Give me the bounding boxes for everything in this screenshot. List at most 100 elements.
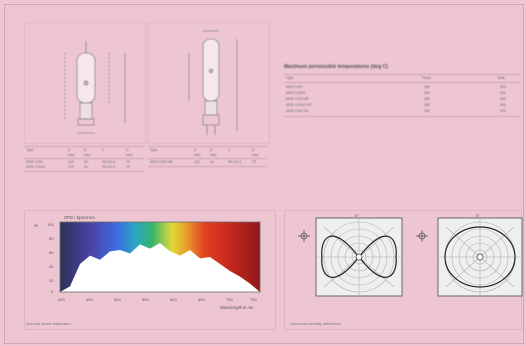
spectrum-ytick-0: 0 — [51, 289, 54, 294]
table-left-r1-d: 75 — [126, 160, 130, 164]
spectrum-ytick-40: 40 — [49, 264, 54, 269]
table-right-bottom-rule — [148, 166, 268, 167]
table-right-r1-b: 40 — [210, 160, 214, 164]
temperature-table-top-rule — [284, 74, 520, 75]
table-left-header-c: C — [102, 148, 105, 152]
table-right-r1-a: 115 — [194, 160, 200, 164]
spectrum-ytick-60: 60 — [49, 250, 54, 255]
temperature-row-4-pinch: 350 — [424, 103, 430, 107]
table-left-r1-a: 115 — [68, 160, 74, 164]
table-right-header-d: D — [252, 148, 255, 152]
temperature-row-4-bulb: 900 — [500, 103, 506, 107]
table-right-sub-d: max — [252, 153, 259, 157]
table-left-header-a: A — [68, 148, 71, 152]
table-left-r2-type: MSR 1200/2 — [26, 165, 46, 169]
spectrum-xtick-750: 750 — [250, 297, 257, 302]
polar-curve-left-b — [358, 235, 397, 278]
temperature-row-2-type: MSR 1200/2 — [286, 91, 306, 95]
table-right-header-b: B — [210, 148, 213, 152]
table-left-header-d: D — [126, 148, 129, 152]
temperature-table-bottom-rule — [284, 116, 520, 117]
temperature-row-3-type: MSR 1200 HR — [286, 97, 309, 101]
spectrum-panel — [24, 210, 276, 330]
spectrum-xtick-450: 450 — [86, 297, 93, 302]
table-left-header-type: Type — [26, 148, 34, 152]
temperature-row-5-pinch: 350 — [424, 109, 430, 113]
table-left-sub-a: max — [68, 153, 75, 157]
table-left-r1-b: 40 — [84, 160, 88, 164]
table-left-r2-c: SFc10-4 — [102, 165, 116, 169]
temperature-table-col-bulb: Bulb — [498, 76, 506, 80]
temperature-table-col-pinch: Pinch — [422, 76, 431, 80]
temperature-row-1-type: MSR 1200 — [286, 85, 303, 89]
table-right-top-rule — [148, 146, 268, 147]
table-left-top-rule — [24, 146, 144, 147]
table-left-header-b: B — [84, 148, 87, 152]
table-left-r2-a: 115 — [68, 165, 74, 169]
lamp-drawing-2-panel — [148, 22, 270, 144]
temperature-row-2-pinch: 350 — [424, 91, 430, 95]
spectrum-xtick-600: 600 — [170, 297, 177, 302]
lamp-orientation-icon-right — [416, 230, 428, 242]
temperature-row-1-pinch: 350 — [424, 85, 430, 89]
table-right-r1-type: MSR 1200 HR — [150, 160, 173, 164]
table-right-r1-d: 75 — [252, 160, 256, 164]
lamp-orientation-icon-left — [298, 230, 310, 242]
temperature-table-col-type: Type — [286, 76, 294, 80]
polar-caption: Luminous intensity distribution — [290, 322, 341, 326]
table-right-header-c: C — [228, 148, 231, 152]
polar-curve-right — [444, 226, 516, 288]
spectrum-xtick-500: 500 — [114, 297, 121, 302]
polar-center-right — [476, 253, 484, 261]
polar-label-top-left: 0° — [355, 213, 359, 218]
spectrum-xtick-400: 400 — [58, 297, 65, 302]
table-left-r2-d: 75 — [126, 165, 130, 169]
table-right-r1-c: SFc10-4 — [228, 160, 242, 164]
temperature-table: Maximum permissible temperatures (deg C)… — [284, 64, 520, 144]
spectrum-ylabel: % — [34, 223, 38, 228]
temperature-table-title: Maximum permissible temperatures (deg C) — [284, 64, 388, 70]
table-left-sub-b: max — [84, 153, 91, 157]
spectrum-area — [60, 243, 260, 292]
polar-curve-left-a — [321, 235, 360, 278]
table-left-bottom-rule — [24, 171, 144, 172]
polar-center-left — [355, 253, 363, 261]
temperature-row-2-bulb: 900 — [500, 91, 506, 95]
temperature-row-5-bulb: 900 — [500, 109, 506, 113]
temperature-row-3-bulb: 900 — [500, 97, 506, 101]
spectrum-ytick-100: 100 — [47, 222, 54, 227]
table-left-r1-c: SFc10-4 — [102, 160, 116, 164]
table-right-header-type: Type — [150, 148, 158, 152]
spectrum-caption: Spectral power distribution — [26, 322, 71, 326]
temperature-table-mid-rule — [284, 82, 520, 83]
table-right-sub-b: max — [210, 153, 217, 157]
spectrum-xtick-550: 550 — [142, 297, 149, 302]
spectrum-xlabel: Wavelength in nm — [220, 305, 254, 310]
spectrum-ytick-20: 20 — [49, 278, 54, 283]
lamp-drawing-1 — [64, 41, 126, 134]
temperature-row-5-type: MSR 1200 SA — [286, 109, 309, 113]
table-right-mid-rule — [148, 158, 268, 159]
spectrum-ytick-80: 80 — [49, 236, 54, 241]
spectrum-xtick-700: 700 — [226, 297, 233, 302]
lamp-drawing-1-panel — [24, 22, 146, 144]
lamp-drawing-2 — [188, 30, 238, 135]
table-left-r1-type: MSR 1200 — [26, 160, 43, 164]
temperature-row-4-type: MSR 1200/2 HR — [286, 103, 312, 107]
temperature-row-1-bulb: 900 — [500, 85, 506, 89]
table-left-r2-b: 40 — [84, 165, 88, 169]
table-left-mid-rule — [24, 158, 144, 159]
spectrum-label: SPD / Spectrum — [64, 215, 95, 220]
table-left-sub-d: max — [126, 153, 133, 157]
product-table-left: Type A B C D max max max MSR 1200 115 40… — [24, 146, 144, 186]
table-right-header-a: A — [194, 148, 197, 152]
polar-label-top-right: 0° — [476, 213, 480, 218]
product-table-right: Type A B C D max max max MSR 1200 HR 115… — [148, 146, 268, 186]
page-frame — [4, 4, 524, 344]
temperature-row-3-pinch: 350 — [424, 97, 430, 101]
spectrum-plot-frame — [59, 221, 261, 293]
table-right-sub-a: max — [194, 153, 201, 157]
